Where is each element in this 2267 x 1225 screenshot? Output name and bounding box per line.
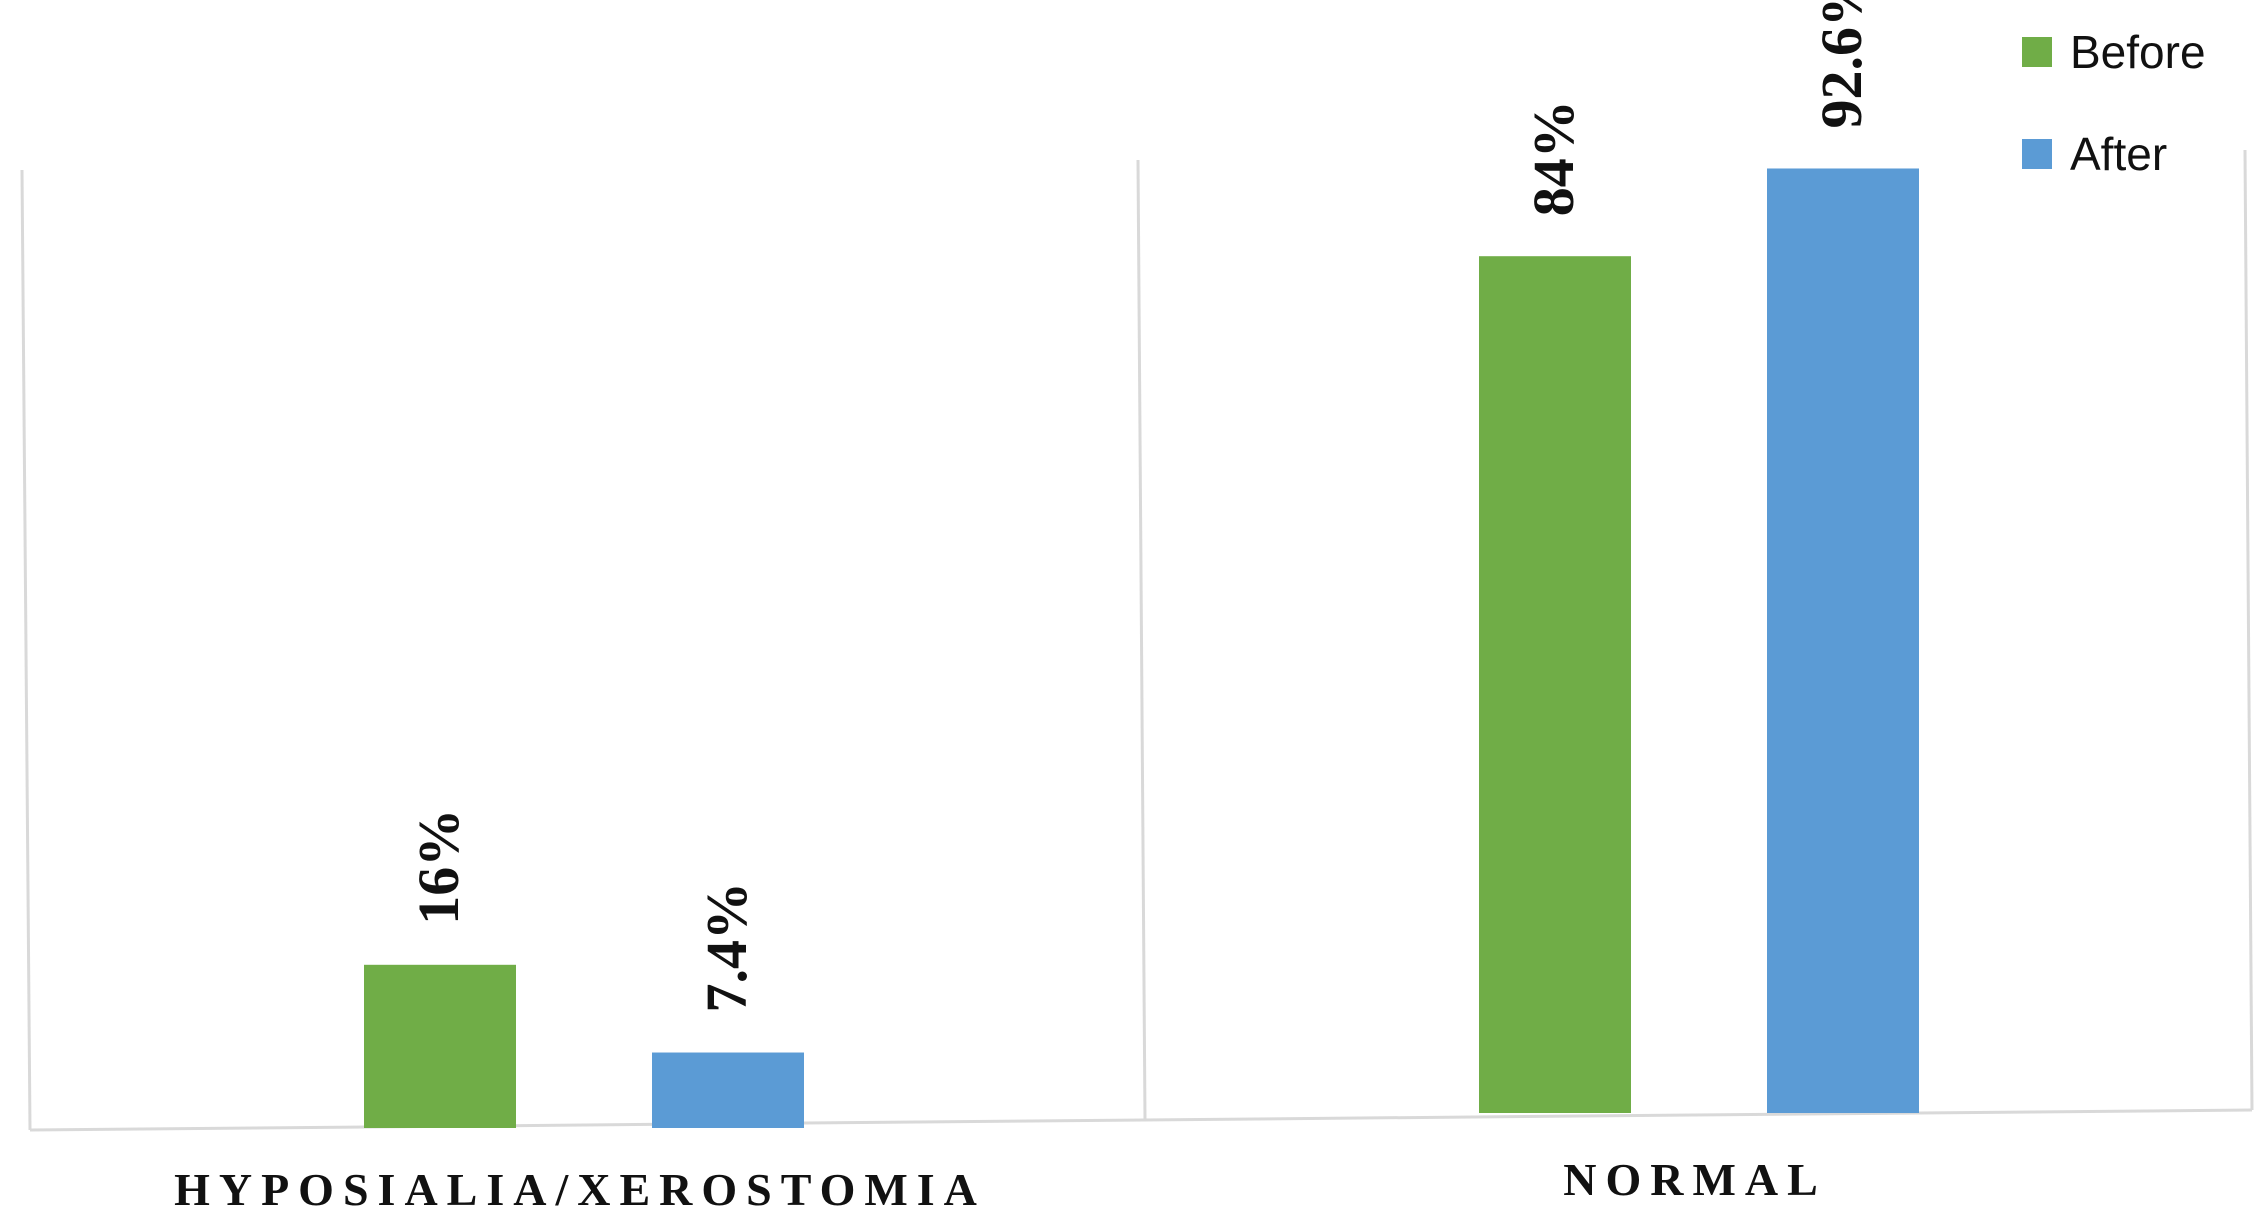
bar-after-0 [652,1052,804,1128]
right-axis-line [2243,149,2254,1111]
bars-group [364,168,1919,1128]
bar-before-0 [364,964,516,1128]
legend-label-after: After [2070,128,2167,180]
value-labels-group: 16% 7.4% 84% 92.6% [406,0,1874,1013]
legend-label-before: Before [2070,26,2206,78]
category-labels-group: HYPOSIALIA/XEROSTOMIA NORMAL [174,1154,1827,1215]
bar-after-1 [1767,168,1919,1114]
legend: Before After [2022,26,2206,180]
value-label-before-1: 84% [1521,100,1586,216]
legend-swatch-before [2022,37,2052,67]
bar-before-1 [1479,256,1631,1113]
value-label-before-0: 16% [406,809,471,925]
legend-swatch-after [2022,139,2052,169]
left-axis-line [20,169,32,1131]
value-label-after-1: 92.6% [1809,0,1874,128]
category-label-1: NORMAL [1563,1154,1827,1205]
category-divider [1136,159,1147,1121]
category-label-0: HYPOSIALIA/XEROSTOMIA [174,1164,986,1215]
value-label-after-0: 7.4% [694,882,759,1013]
